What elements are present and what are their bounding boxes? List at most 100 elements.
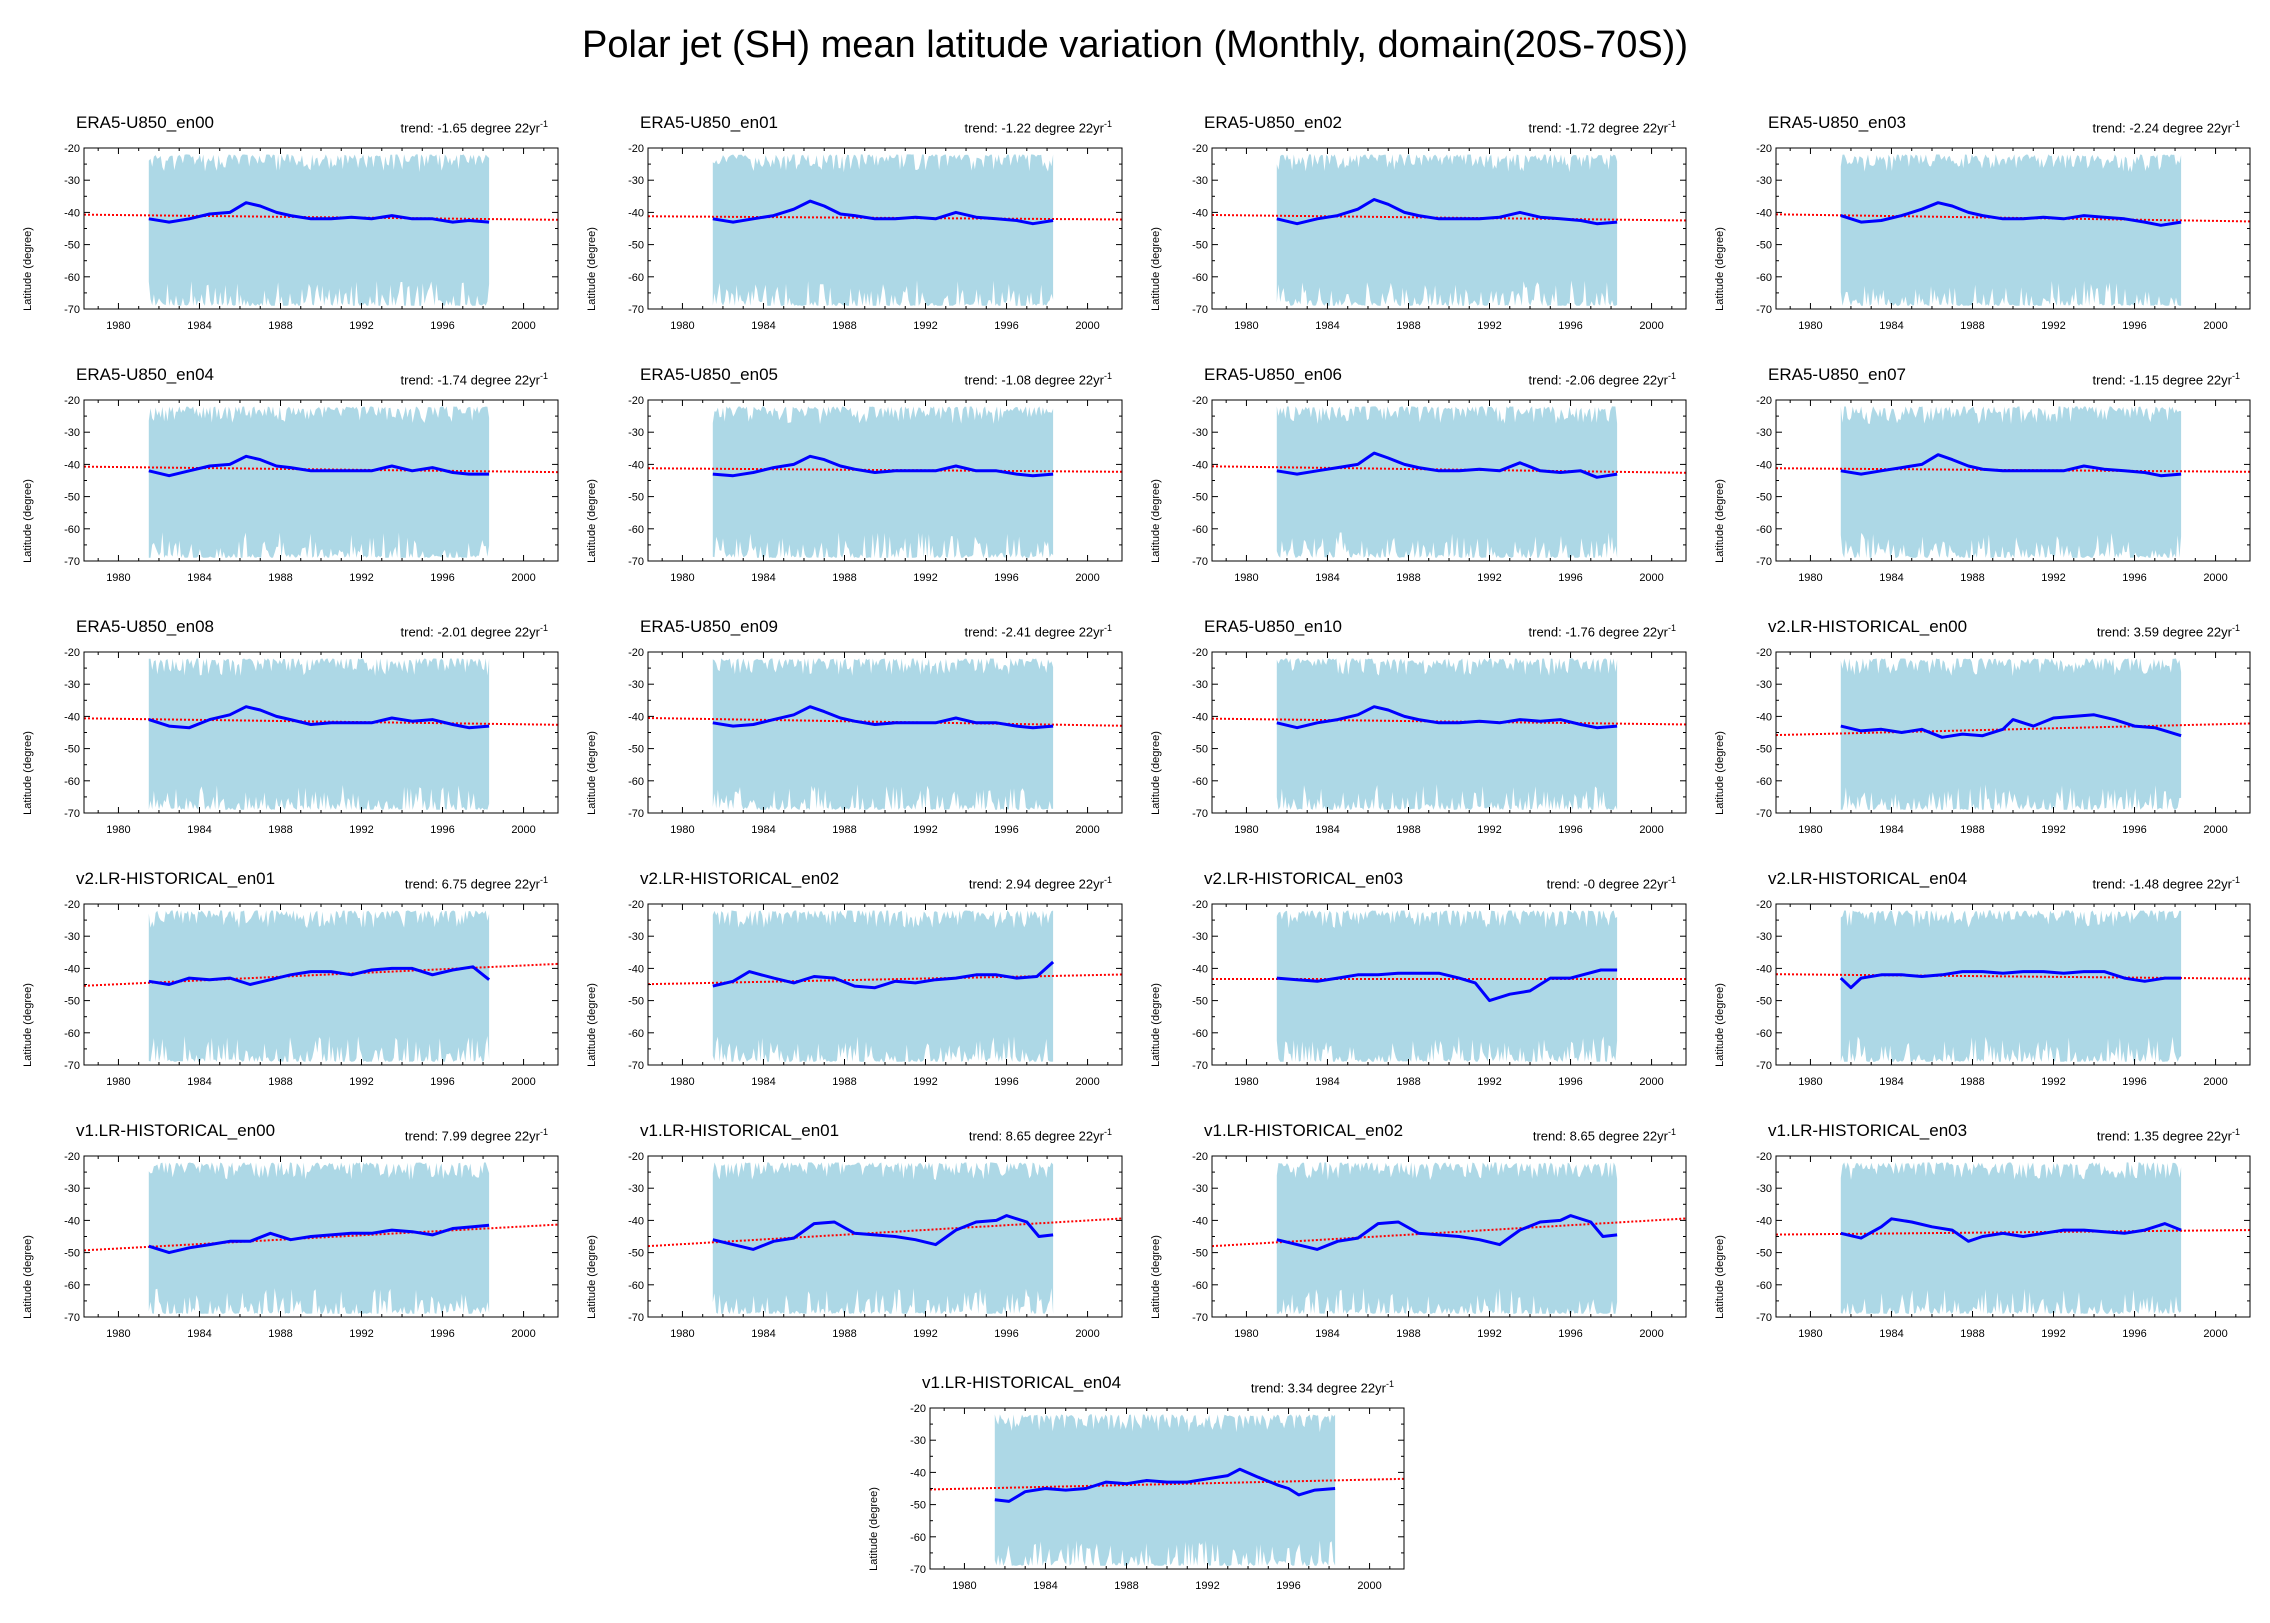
y-tick-label: -50 <box>1756 996 1772 1008</box>
panel-trend-label: trend: 3.34 degree 22yr-1 <box>1250 1379 1394 1396</box>
y-tick-label: -20 <box>1756 899 1772 911</box>
y-tick-label: -60 <box>910 1532 926 1544</box>
range-band <box>148 1162 490 1314</box>
x-tick-label: 1988 <box>832 824 856 836</box>
y-axis-label: Latitude (degree) <box>22 1235 34 1319</box>
x-tick-label: 1984 <box>1315 824 1339 836</box>
x-tick-label: 1996 <box>1558 1328 1582 1340</box>
x-tick-label: 1988 <box>1960 320 1984 332</box>
y-tick-label: -30 <box>628 175 644 187</box>
y-tick-label: -30 <box>1756 1183 1772 1195</box>
y-tick-label: -60 <box>1192 776 1208 788</box>
y-tick-label: -20 <box>64 899 80 911</box>
panel-trend-label: trend: -2.01 degree 22yr-1 <box>400 623 549 640</box>
x-tick-label: 2000 <box>1075 824 1099 836</box>
y-axis-label: Latitude (degree) <box>1714 983 1726 1067</box>
y-tick-label: -20 <box>1756 647 1772 659</box>
x-tick-label: 2000 <box>1075 320 1099 332</box>
y-tick-label: -50 <box>64 492 80 504</box>
y-axis-label: Latitude (degree) <box>1150 227 1162 311</box>
chart-panel: -20 -30 -40 -50 -60 -70 1980 1984 1988 1992 1996 20… <box>582 362 1142 598</box>
plot-area: -20 -30 -40 -50 -60 -70 1980 1984 1988 1992 1996 20… <box>64 143 559 332</box>
y-tick-label: -20 <box>1756 143 1772 155</box>
trend-line <box>83 1223 559 1252</box>
panel-title: ERA5-U850_en09 <box>640 617 778 636</box>
range-band <box>1276 406 1618 558</box>
x-tick-label: 2000 <box>511 572 535 584</box>
x-tick-label: 1996 <box>994 1328 1018 1340</box>
y-tick-label: -50 <box>64 240 80 252</box>
y-tick-label: -20 <box>64 647 80 659</box>
panel-trend-label: trend: 1.35 degree 22yr-1 <box>2096 1127 2240 1144</box>
x-tick-label: 1988 <box>1114 1580 1138 1592</box>
x-tick-label: 1996 <box>430 572 454 584</box>
plot-area: -20 -30 -40 -50 -60 -70 1980 1984 1988 1992 1996 20… <box>628 647 1123 836</box>
x-tick-label: 1984 <box>1315 1076 1339 1088</box>
panel-title: ERA5-U850_en06 <box>1204 365 1342 384</box>
y-tick-label: -40 <box>910 1467 926 1479</box>
x-tick-label: 1988 <box>832 320 856 332</box>
panel-title: ERA5-U850_en02 <box>1204 113 1342 132</box>
x-tick-label: 1984 <box>1315 320 1339 332</box>
range-band <box>712 1162 1054 1314</box>
y-tick-label: -40 <box>628 207 644 219</box>
plot-area: -20 -30 -40 -50 -60 -70 1980 1984 1988 1992 1996 20… <box>64 395 559 584</box>
x-tick-label: 2000 <box>1075 1076 1099 1088</box>
x-tick-label: 1984 <box>751 1328 775 1340</box>
x-tick-label: 1980 <box>1234 1328 1258 1340</box>
x-tick-label: 1984 <box>187 1328 211 1340</box>
y-tick-label: -70 <box>64 1060 80 1072</box>
chart-panel: -20 -30 -40 -50 -60 -70 1980 1984 1988 1992 1996 20… <box>1710 1118 2270 1354</box>
plot-area: -20 -30 -40 -50 -60 -70 1980 1984 1988 1992 1996 20… <box>1192 395 1687 584</box>
y-axis-label: Latitude (degree) <box>1714 731 1726 815</box>
x-tick-label: 1988 <box>268 1076 292 1088</box>
y-tick-label: -60 <box>1192 1280 1208 1292</box>
x-tick-label: 1988 <box>832 1328 856 1340</box>
range-band <box>712 154 1054 306</box>
y-axis-label: Latitude (degree) <box>868 1487 880 1571</box>
y-tick-label: -20 <box>1756 395 1772 407</box>
y-tick-label: -50 <box>1756 744 1772 756</box>
panel-title: ERA5-U850_en04 <box>76 365 214 384</box>
y-tick-label: -40 <box>628 963 644 975</box>
mean-latitude-line <box>1839 970 2182 990</box>
y-tick-label: -40 <box>1192 711 1208 723</box>
x-tick-label: 1988 <box>1960 1328 1984 1340</box>
x-tick-label: 1980 <box>670 1076 694 1088</box>
y-tick-label: -20 <box>1192 395 1208 407</box>
y-tick-label: -60 <box>1192 1028 1208 1040</box>
y-tick-label: -50 <box>1192 492 1208 504</box>
y-tick-label: -30 <box>1192 427 1208 439</box>
x-tick-label: 2000 <box>511 1328 535 1340</box>
x-tick-label: 2000 <box>511 824 535 836</box>
y-tick-label: -20 <box>1192 1151 1208 1163</box>
mean-latitude-line <box>1276 705 1618 730</box>
panel-trend-label: trend: 7.99 degree 22yr-1 <box>404 1127 548 1144</box>
y-tick-label: -60 <box>1192 524 1208 536</box>
x-tick-label: 1996 <box>1276 1580 1300 1592</box>
x-tick-label: 1980 <box>952 1580 976 1592</box>
panel-title: ERA5-U850_en00 <box>76 113 214 132</box>
x-tick-label: 1988 <box>832 1076 856 1088</box>
y-tick-label: -50 <box>64 996 80 1008</box>
range-band <box>1276 1162 1618 1314</box>
y-tick-label: -70 <box>910 1564 926 1576</box>
y-tick-label: -20 <box>64 143 80 155</box>
x-tick-label: 1984 <box>1033 1580 1057 1592</box>
y-axis-label: Latitude (degree) <box>586 731 598 815</box>
panel-trend-label: trend: -2.06 degree 22yr-1 <box>1528 371 1677 388</box>
x-tick-label: 1988 <box>268 824 292 836</box>
range-band <box>1276 910 1618 1062</box>
y-tick-label: -40 <box>1756 207 1772 219</box>
panel-trend-label: trend: -1.76 degree 22yr-1 <box>1528 623 1677 640</box>
chart-panel: -20 -30 -40 -50 -60 -70 1980 1984 1988 1992 1996 20… <box>582 110 1142 346</box>
y-tick-label: -70 <box>64 556 80 568</box>
y-tick-label: -30 <box>910 1435 926 1447</box>
panel-trend-label: trend: -1.65 degree 22yr-1 <box>400 119 549 136</box>
x-tick-label: 1980 <box>670 572 694 584</box>
y-tick-label: -50 <box>64 1248 80 1260</box>
x-tick-label: 1984 <box>1879 572 1903 584</box>
y-tick-label: -70 <box>1756 808 1772 820</box>
y-tick-label: -20 <box>910 1403 926 1415</box>
y-tick-label: -60 <box>1192 272 1208 284</box>
